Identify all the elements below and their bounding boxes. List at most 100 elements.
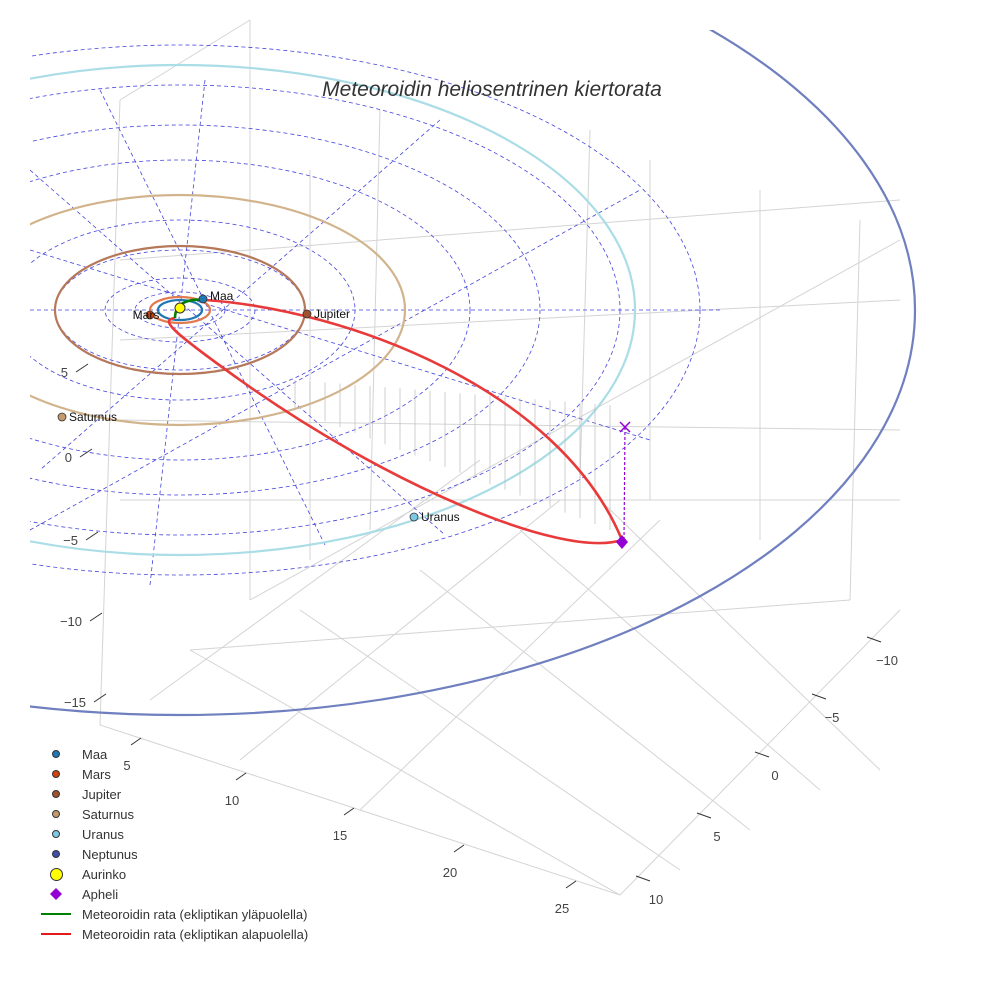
legend-item-maa[interactable]: Maa [38,744,308,764]
legend-label: Jupiter [82,786,122,802]
y-tick-mark [866,636,882,643]
legend[interactable]: Maa Mars Jupiter Saturnus Uranus Neptunus Auri… [38,744,308,944]
legend-symbol [38,850,74,858]
polar-grid-ring [30,44,701,576]
orbit-saturnus [30,193,407,427]
x-tick-mark [565,880,577,889]
z-tick-label: −15 [64,695,86,710]
z-tick-mark [85,531,99,541]
z-tick-mark [93,693,107,703]
grid-line [619,609,901,896]
y-tick-mark [811,693,827,700]
planet-label: Maa [210,289,234,303]
x-tick-label: 20 [443,865,457,880]
polar-grid-spoke [30,189,641,531]
z-tick-label: 5 [61,365,68,380]
planet-label: Saturnus [69,410,117,424]
z-tick-mark [75,363,89,373]
x-tick-label: 15 [333,828,347,843]
legend-item-orbit-0[interactable]: Meteoroidin rata (ekliptikan yläpuolella… [38,904,308,924]
y-tick-label: −10 [876,653,898,668]
planet-marker-maa [198,294,208,304]
grid-line [189,599,851,651]
aphelion-marker [616,535,628,549]
x-tick-mark [343,807,355,816]
grid-line [149,459,481,701]
y-tick-mark [635,875,651,882]
grid-line [119,19,251,101]
grid-line [119,199,901,261]
planet-marker-saturnus [57,412,67,422]
planet-marker-mars [145,310,155,320]
planet-label: Mars [133,308,160,322]
z-tick-label: −10 [60,614,82,629]
legend-label: Neptunus [82,846,138,862]
grid-line [249,239,901,601]
planet-label: Jupiter [314,307,350,321]
markers [57,294,631,549]
orbit-neptunus [30,30,916,716]
planet-marker-uranus [409,512,419,522]
legend-symbol [38,933,74,935]
legend-item-apheli[interactable]: Apheli [38,884,308,904]
y-tick-mark [754,751,770,758]
grid-line [579,129,591,481]
orbit-uranus [30,63,636,557]
grid-line [99,99,121,726]
legend-label: Aurinko [82,866,127,882]
legend-label: Meteoroidin rata (ekliptikan alapuolella… [82,926,309,942]
legend-item-neptunus[interactable]: Neptunus [38,844,308,864]
polar-grid-ring [30,159,471,461]
legend-item-uranus[interactable]: Uranus [38,824,308,844]
y-tick-label: 5 [713,829,720,844]
grid-line [369,109,381,531]
x-tick-label: 25 [555,901,569,916]
grid-line [359,519,661,811]
legend-symbol [38,790,74,798]
x-tick-mark [235,772,247,781]
polar-grid-spoke [39,119,441,471]
planet-label: Uranus [421,510,460,524]
legend-item-jupiter[interactable]: Jupiter [38,784,308,804]
legend-label: Meteoroidin rata (ekliptikan yläpuolella… [82,906,308,922]
grid-line [119,419,901,431]
planet-marker-jupiter [302,309,312,319]
orbit-mars [148,295,212,325]
grid-line [849,219,861,601]
polar-grid-spoke [30,169,446,536]
aphelion-projection-marker [619,421,631,433]
meteoroid-orbit-below [167,298,624,545]
legend-symbol [38,810,74,818]
legend-symbol [38,830,74,838]
polar-grid-spoke [99,89,326,546]
grid-line [299,609,681,871]
legend-item-mars[interactable]: Mars [38,764,308,784]
legend-symbol [38,867,74,881]
x-tick-label: 10 [225,793,239,808]
legend-symbol [38,770,74,778]
polar-grid-spoke [30,249,651,441]
grid-line [599,499,881,771]
z-tick-label: −5 [63,533,78,548]
y-tick-label: 10 [649,892,663,907]
legend-label: Mars [82,766,111,782]
legend-label: Apheli [82,886,119,902]
grid-line [189,649,621,896]
axis-box [99,19,901,896]
chart-title: Meteoroidin heliosentrinen kiertorata [322,78,662,101]
legend-item-saturnus[interactable]: Saturnus [38,804,308,824]
legend-item-orbit-1[interactable]: Meteoroidin rata (ekliptikan alapuolella… [38,924,308,944]
legend-item-aurinko[interactable]: Aurinko [38,864,308,884]
legend-label: Uranus [82,826,124,842]
grid-line [419,569,751,831]
aphelion-drop-line [623,426,626,541]
grid-line [519,529,821,791]
x-tick-mark [130,737,142,746]
legend-symbol [38,887,74,901]
z-tick-mark [89,612,103,622]
tick-labels: Maa Mars Jupiter Saturnus Uranus 5 0 −5 −10 −15 5 1… [60,289,898,916]
y-tick-label: −5 [825,710,840,725]
x-tick-mark [453,844,465,853]
orbit-maa [156,298,204,322]
